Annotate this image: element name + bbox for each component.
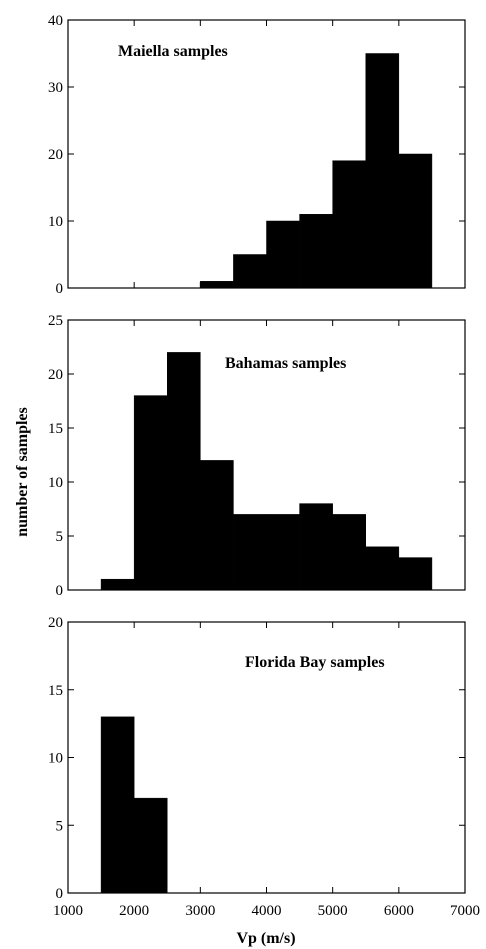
bar: [398, 153, 433, 289]
y-tick-label: 40: [48, 13, 63, 29]
bar: [332, 160, 366, 289]
panel-maiella: 0 10 20 30 40 Maiella samples: [48, 13, 466, 297]
y-tick-label: 20: [48, 147, 63, 163]
y-tick-label: 5: [56, 529, 64, 545]
x-tick-label: 7000: [450, 903, 480, 919]
bar: [365, 546, 400, 591]
y-tick-label: 10: [48, 214, 63, 230]
bar: [299, 503, 333, 591]
panel-title: Maiella samples: [118, 43, 228, 60]
y-tick-label: 15: [48, 683, 63, 699]
x-tick-label: 1000: [53, 903, 83, 919]
y-tick-label: 10: [48, 475, 63, 491]
bar: [200, 460, 234, 591]
y-tick-label: 20: [48, 615, 63, 631]
panel-title: Bahamas samples: [225, 355, 346, 372]
bar: [133, 395, 168, 591]
bar: [266, 514, 300, 591]
bar: [200, 281, 234, 289]
panel-florida-bay: 0 5 10 15 20 1000 2000 3000 4000 5000 6000 7000 Flor…: [48, 615, 480, 919]
x-tick-label: 4000: [252, 903, 282, 919]
bar: [398, 557, 433, 591]
y-tick-label: 25: [48, 313, 63, 329]
y-tick-label: 0: [56, 583, 64, 599]
y-tick-label: 10: [48, 751, 63, 767]
x-tick-label: 6000: [384, 903, 414, 919]
y-axis-title: number of samples: [14, 407, 31, 537]
y-tick-label: 0: [56, 886, 64, 902]
bar: [266, 220, 300, 289]
bar: [299, 214, 333, 289]
y-tick-label: 30: [48, 80, 63, 96]
x-tick-label: 5000: [318, 903, 348, 919]
bar: [133, 797, 168, 894]
bar: [233, 514, 267, 591]
x-tick-label: 3000: [185, 903, 215, 919]
y-tick-label: 0: [56, 281, 64, 297]
bar: [100, 716, 135, 894]
y-tick-label: 5: [56, 818, 64, 834]
x-axis-title: Vp (m/s): [236, 930, 295, 947]
bar: [233, 254, 267, 289]
bar: [167, 352, 201, 591]
bar: [100, 578, 135, 591]
bar: [365, 53, 400, 289]
panel-bahamas: 0 5 10 15 20 25 Bahamas samples: [48, 313, 466, 599]
y-tick-label: 15: [48, 421, 63, 437]
panel-title: Florida Bay samples: [245, 654, 385, 671]
bar: [332, 514, 366, 591]
x-tick-label: 2000: [119, 903, 149, 919]
y-tick-label: 20: [48, 367, 63, 383]
